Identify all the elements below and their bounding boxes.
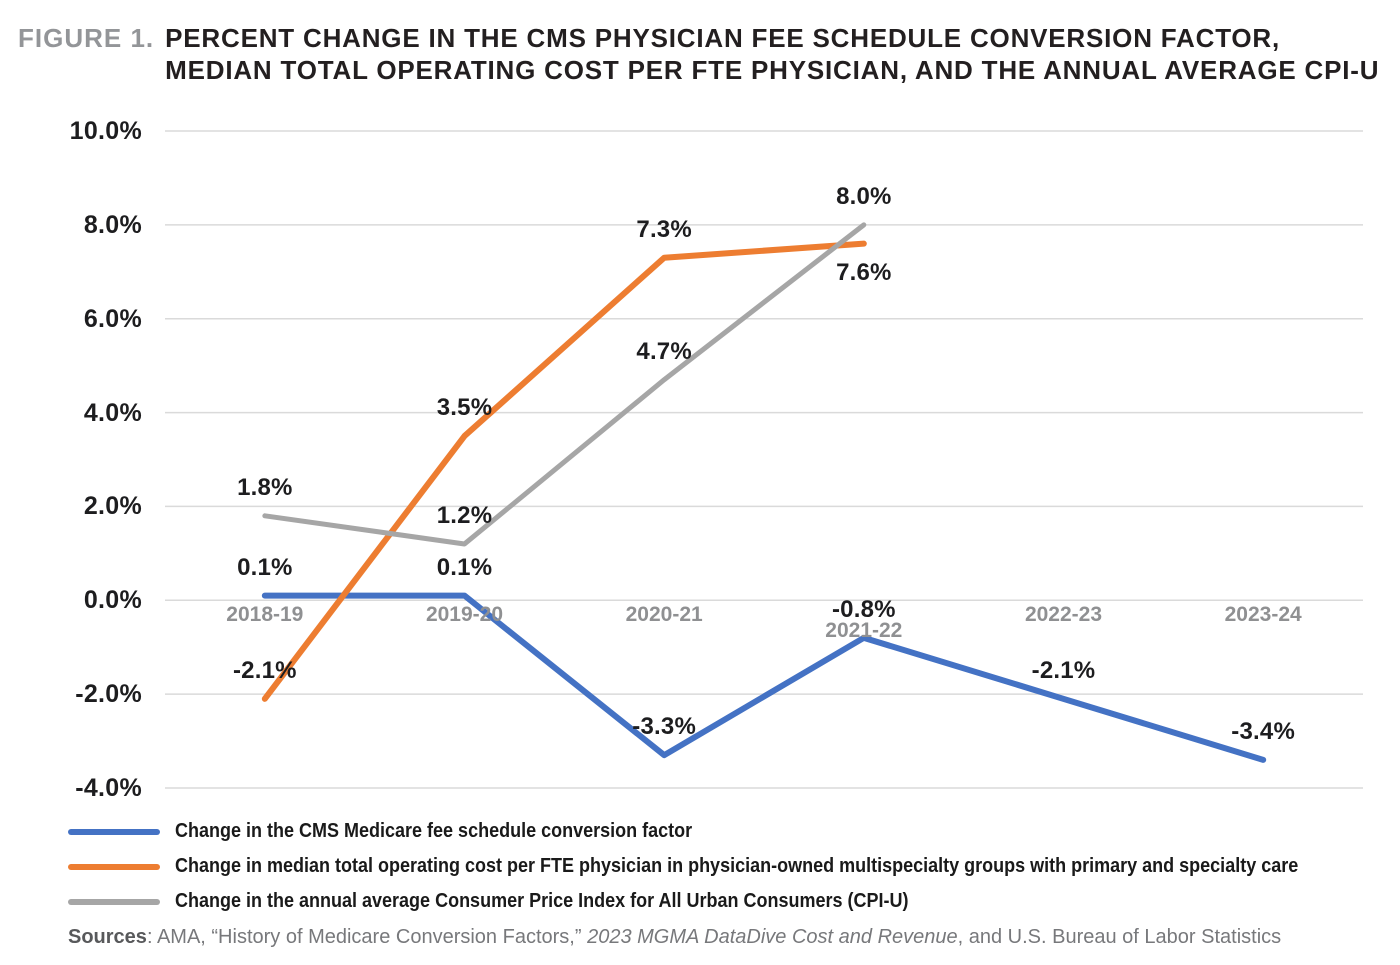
legend-swatch-gray-line [68, 898, 160, 905]
x-axis-label-2023-24: 2023-24 [1224, 603, 1302, 626]
sources-text-2: , and U.S. Bureau of Labor Statistics [957, 926, 1282, 948]
sources-prefix: Sources [68, 926, 147, 948]
legend-swatch-blue-line [68, 828, 160, 835]
x-axis-label-2021-22: 2021-22 [825, 619, 903, 642]
legend-label-cms-conversion-factor: Change in the CMS Medicare fee schedule … [175, 820, 693, 842]
figure-number-label: FIGURE 1. [18, 23, 155, 53]
data-label-operating-cost-per-fte-physician-2018-19: -2.1% [232, 656, 297, 684]
y-axis-tick-label: -4.0% [75, 774, 142, 802]
y-axis-tick-label: 2.0% [83, 492, 142, 521]
sources-note: Sources: AMA, “History of Medicare Conve… [68, 926, 1281, 949]
y-axis-tick-label: 0.0% [83, 586, 142, 615]
data-label-cpi-u-2019-20: 1.2% [436, 501, 493, 529]
data-label-operating-cost-per-fte-physician-2021-22: 7.6% [836, 258, 892, 286]
legend-item-operating-cost: Change in median total operating cost pe… [68, 849, 1400, 884]
data-label-cms-conversion-factor-2020-21: -3.3% [632, 713, 696, 741]
data-label-cpi-u-2018-19: 1.8% [237, 473, 293, 501]
figure-title: PERCENT CHANGE IN THE CMS PHYSICIAN FEE … [165, 22, 1379, 86]
x-axis-label-2020-21: 2020-21 [625, 603, 703, 626]
x-axis-label-2019-20: 2019-20 [425, 603, 504, 626]
x-axis-label-2022-23: 2022-23 [1024, 603, 1103, 626]
data-label-cms-conversion-factor-2019-20: 0.1% [436, 553, 493, 581]
data-label-cms-conversion-factor-2021-22: -0.8% [831, 595, 896, 623]
data-label-cms-conversion-factor-2022-23: -2.1% [1031, 656, 1096, 684]
legend-item-cms-conversion-factor: Change in the CMS Medicare fee schedule … [68, 814, 1400, 849]
series-line-cms-conversion-factor [261, 592, 1267, 763]
legend-item-cpi-u: Change in the annual average Consumer Pr… [68, 884, 1400, 919]
sources-publication-title: 2023 MGMA DataDive Cost and Revenue [587, 926, 958, 948]
x-axis-label-2018-19: 2018-19 [226, 603, 304, 626]
sources-text-1: : AMA, “History of Medicare Conversion F… [146, 926, 588, 948]
legend-swatch-orange-line [68, 863, 160, 870]
series-line-operating-cost-per-fte-physician [261, 240, 867, 702]
data-label-operating-cost-per-fte-physician-2019-20: 3.5% [436, 394, 493, 422]
legend-label-cpi-u: Change in the annual average Consumer Pr… [175, 890, 909, 912]
y-axis-tick-label: -2.0% [75, 680, 142, 709]
chart-legend: Change in the CMS Medicare fee schedule … [68, 814, 1400, 919]
data-label-cpi-u-2021-22: 8.0% [836, 182, 892, 210]
series-line-cpi-u [262, 222, 867, 547]
y-axis-tick-label: 10.0% [69, 117, 142, 145]
figure-title-line-2: MEDIAN TOTAL OPERATING COST PER FTE PHYS… [165, 55, 1380, 85]
y-axis-tick-label: 8.0% [83, 210, 142, 239]
figure-title-line-1: PERCENT CHANGE IN THE CMS PHYSICIAN FEE … [165, 23, 1281, 53]
data-label-operating-cost-per-fte-physician-2020-21: 7.3% [636, 215, 692, 243]
y-axis-tick-label: 4.0% [83, 398, 142, 427]
data-label-cpi-u-2020-21: 4.7% [636, 337, 692, 365]
data-label-cms-conversion-factor-2023-24: -3.4% [1231, 717, 1295, 745]
y-axis-tick-label: 6.0% [83, 304, 142, 333]
data-label-cms-conversion-factor-2018-19: 0.1% [237, 553, 293, 581]
figure-header: FIGURE 1. PERCENT CHANGE IN THE CMS PHYS… [18, 22, 1379, 86]
legend-label-operating-cost: Change in median total operating cost pe… [175, 855, 1299, 877]
